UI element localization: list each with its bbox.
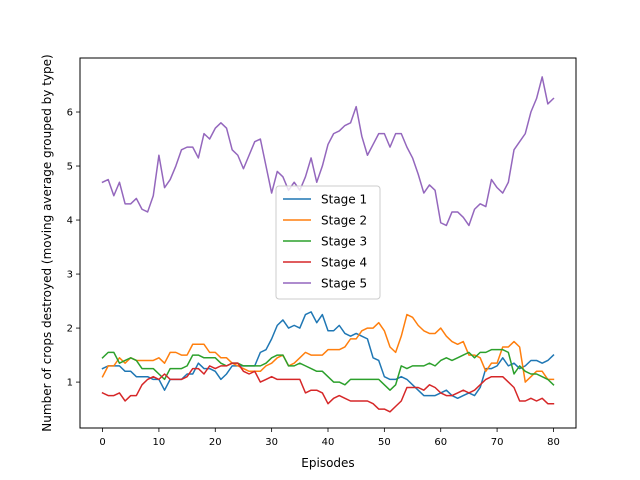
x-tick-label: 60 bbox=[434, 437, 447, 448]
series-line-2 bbox=[101, 313, 555, 383]
x-tick-label: 50 bbox=[378, 437, 391, 448]
x-tick-label: 20 bbox=[209, 437, 222, 448]
legend-box bbox=[275, 185, 381, 300]
x-axis-ticks: 0 10 20 30 40 50 60 70 80 bbox=[99, 428, 560, 448]
x-axis-label: Episodes bbox=[301, 456, 354, 470]
legend-label: Stage 4 bbox=[321, 256, 367, 270]
legend-label: Stage 2 bbox=[321, 214, 367, 228]
x-tick-label: 0 bbox=[99, 437, 105, 448]
y-tick-label: 2 bbox=[67, 324, 73, 335]
legend-label: Stage 1 bbox=[321, 193, 367, 207]
legend-label: Stage 5 bbox=[321, 277, 367, 291]
y-tick-label: 6 bbox=[67, 108, 73, 119]
y-tick-label: 4 bbox=[67, 216, 73, 227]
series-line-4 bbox=[101, 362, 555, 413]
y-tick-label: 1 bbox=[67, 378, 73, 389]
y-tick-label: 3 bbox=[67, 270, 73, 281]
legend: Stage 1 Stage 2 Stage 3 Stage 4 Stage 5 bbox=[275, 185, 381, 300]
x-tick-label: 40 bbox=[322, 437, 335, 448]
plot-lines bbox=[101, 76, 555, 413]
x-tick-label: 10 bbox=[153, 437, 166, 448]
y-axis-label: Number of crops destroyed (moving averag… bbox=[40, 54, 54, 431]
y-tick-label: 5 bbox=[67, 162, 73, 173]
x-tick-label: 30 bbox=[265, 437, 278, 448]
y-axis-ticks: 1 2 3 4 5 6 bbox=[67, 108, 80, 389]
legend-label: Stage 3 bbox=[321, 235, 367, 249]
series-line-5 bbox=[101, 76, 555, 227]
series-line-3 bbox=[101, 348, 555, 391]
x-tick-label: 70 bbox=[491, 437, 504, 448]
x-tick-label: 80 bbox=[547, 437, 560, 448]
